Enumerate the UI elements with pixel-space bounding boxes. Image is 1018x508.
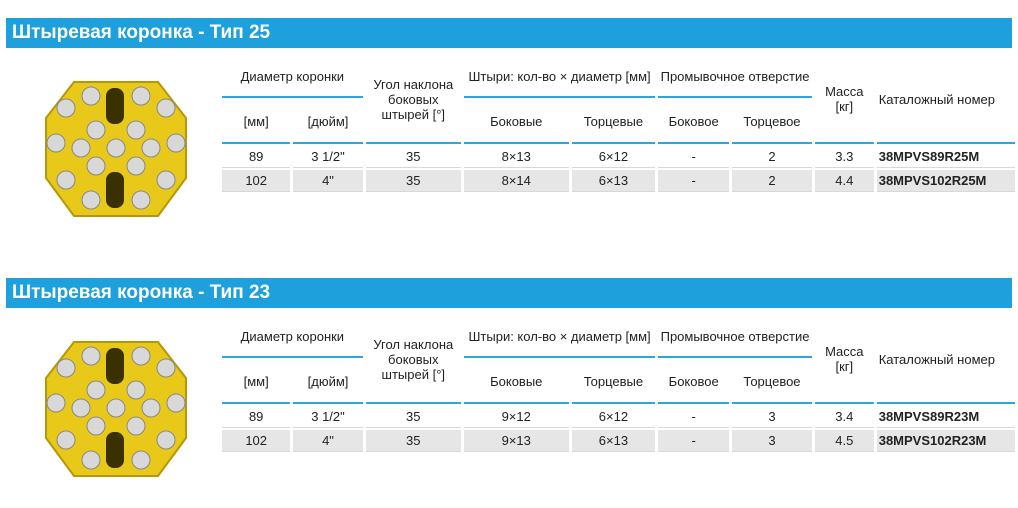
header-cell: Диаметр коронки	[222, 316, 363, 358]
header-cell: Боковое	[658, 360, 730, 404]
data-cell: 8×14	[463, 170, 569, 192]
data-cell: 3.4	[814, 406, 874, 428]
header-row: [мм] [дюйм] Боковые Торцевые Боковое Торцевое	[222, 360, 1015, 404]
data-cell: -	[658, 146, 730, 168]
data-cell: 38MPVS89R25M	[876, 146, 1015, 168]
section: Штыревая коронка - Тип 25 Диаметр коронк…	[0, 18, 1018, 248]
data-cell: 3 1/2"	[293, 146, 363, 168]
data-cell: 9×12	[463, 406, 569, 428]
data-cell: 38MPVS102R25M	[876, 170, 1015, 192]
header-row: Диаметр коронки Угол наклона боковых штыр…	[222, 56, 1015, 144]
header-row: [мм] [дюйм] Боковые Торцевые Боковое Торцевое	[222, 100, 1015, 144]
data-cell: 3.3	[814, 146, 874, 168]
data-cell: 89	[222, 146, 291, 168]
data-cell: 38MPVS89R23M	[876, 406, 1015, 428]
header-cell: Промывочное отверстие	[658, 316, 812, 358]
data-cell: 4.5	[814, 430, 874, 452]
drill-bit-image	[45, 81, 187, 217]
data-cell: 38MPVS102R23M	[876, 430, 1015, 452]
data-cell: 102	[222, 170, 291, 192]
data-cell: 4.4	[814, 170, 874, 192]
spec-table: Диаметр коронки Угол наклона боковых штыр…	[219, 54, 1018, 194]
header-cell: [дюйм]	[293, 100, 363, 144]
data-cell: 102	[222, 430, 291, 452]
header-cell: Угол наклона боковых штырей [°]	[365, 56, 461, 144]
section: Штыревая коронка - Тип 23 Диаметр коронк…	[0, 278, 1018, 508]
header-cell: Торцевые	[571, 360, 656, 404]
header-cell: Боковое	[658, 100, 730, 144]
data-cell: 2	[732, 146, 812, 168]
data-cell: 8×13	[463, 146, 569, 168]
section-title: Штыревая коронка - Тип 23	[6, 278, 1012, 308]
data-cell: 3	[732, 406, 812, 428]
header-cell: Штыри: кол-во × диаметр [мм]	[463, 316, 656, 358]
data-cell: 35	[365, 430, 461, 452]
table-body: Диаметр коронки Угол наклона боковых штыр…	[222, 56, 1015, 192]
data-cell: 6×13	[571, 170, 656, 192]
header-cell: [дюйм]	[293, 360, 363, 404]
image-box	[36, 68, 196, 233]
header-row: Диаметр коронки Угол наклона боковых штыр…	[222, 316, 1015, 404]
header-cell: Боковые	[463, 100, 569, 144]
header-cell: Каталожный номер	[876, 56, 1015, 144]
data-cell: 35	[365, 406, 461, 428]
image-box	[36, 328, 196, 493]
spec-table: Диаметр коронки Угол наклона боковых штыр…	[219, 314, 1018, 454]
data-cell: 35	[365, 146, 461, 168]
data-row: 102 4" 35 8×14 6×13-2 4.4 38MPVS102R25M	[222, 170, 1015, 192]
header-cell: Штыри: кол-во × диаметр [мм]	[463, 56, 656, 98]
page: Штыревая коронка - Тип 25 Диаметр коронк…	[0, 18, 1018, 477]
data-cell: -	[658, 170, 730, 192]
data-cell: 2	[732, 170, 812, 192]
data-row: 89 3 1/2" 35 8×13 6×12-2 3.3 38MPVS89R25M	[222, 146, 1015, 168]
header-cell: Торцевые	[571, 100, 656, 144]
header-cell: Масса [кг]	[814, 56, 874, 144]
data-cell: 3 1/2"	[293, 406, 363, 428]
data-cell: 6×12	[571, 146, 656, 168]
header-cell: Торцевое	[732, 360, 812, 404]
table-body: Диаметр коронки Угол наклона боковых штыр…	[222, 316, 1015, 452]
data-cell: 4"	[293, 170, 363, 192]
drill-bit-image	[45, 341, 187, 477]
header-cell: [мм]	[222, 100, 291, 144]
data-cell: 4"	[293, 430, 363, 452]
data-cell: 3	[732, 430, 812, 452]
header-cell: [мм]	[222, 360, 291, 404]
data-cell: 9×13	[463, 430, 569, 452]
header-cell: Боковые	[463, 360, 569, 404]
header-cell: Каталожный номер	[876, 316, 1015, 404]
data-cell: -	[658, 430, 730, 452]
header-cell: Угол наклона боковых штырей [°]	[365, 316, 461, 404]
section-title: Штыревая коронка - Тип 25	[6, 18, 1012, 48]
data-cell: 6×13	[571, 430, 656, 452]
header-cell: Промывочное отверстие	[658, 56, 812, 98]
data-row: 102 4" 35 9×13 6×13-3 4.5 38MPVS102R23M	[222, 430, 1015, 452]
header-cell: Торцевое	[732, 100, 812, 144]
data-row: 89 3 1/2" 35 9×12 6×12-3 3.4 38MPVS89R23M	[222, 406, 1015, 428]
header-cell: Диаметр коронки	[222, 56, 363, 98]
data-cell: 35	[365, 170, 461, 192]
data-cell: 89	[222, 406, 291, 428]
data-cell: -	[658, 406, 730, 428]
header-cell: Масса [кг]	[814, 316, 874, 404]
data-cell: 6×12	[571, 406, 656, 428]
